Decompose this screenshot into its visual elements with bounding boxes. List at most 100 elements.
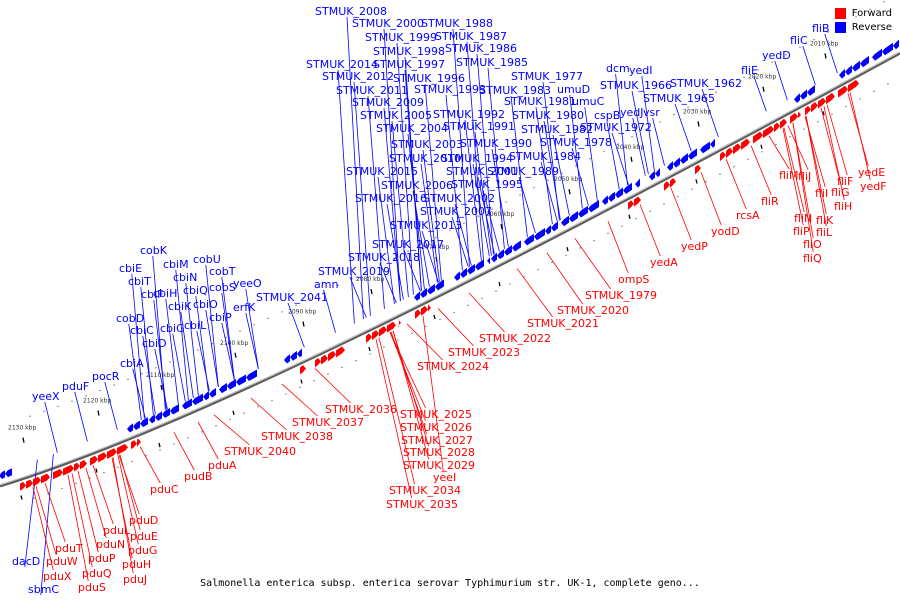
- gene-label-cbim: cbiM: [163, 258, 189, 271]
- scale-dot: [519, 194, 521, 196]
- kbp-label: 2020 kbp: [748, 74, 776, 81]
- gene-label-stmuk-1991: STMUK_1991: [443, 120, 515, 133]
- leader-line: [552, 134, 570, 216]
- scale-dot: [141, 373, 143, 375]
- kbp-tick: [824, 53, 827, 59]
- gene-label-stmuk-2018: STMUK_2018: [348, 251, 420, 264]
- leader-line: [487, 67, 505, 249]
- kbp-label: 2120 kbp: [83, 398, 111, 405]
- reverse-gene: [290, 350, 297, 361]
- reverse-gene: [588, 200, 599, 213]
- gene-label-stmuk-2008: STMUK_2008: [315, 5, 387, 18]
- leader-line: [35, 486, 57, 556]
- kbp-tick: [97, 410, 100, 416]
- reverse-gene: [170, 404, 179, 415]
- forward-gene: [798, 111, 801, 120]
- scale-dot: [705, 181, 707, 183]
- gene-label-stmuk-2029: STMUK_2029: [403, 459, 475, 472]
- leader-line: [571, 147, 589, 206]
- reverse-gene: [700, 141, 710, 154]
- leader-line: [535, 106, 553, 225]
- forward-gene: [741, 138, 750, 150]
- leader-line: [383, 107, 401, 302]
- gene-label-flie: fliE: [741, 64, 758, 77]
- gene-label-yeeo: yeeO: [233, 277, 262, 290]
- gene-label-stmuk-1977: STMUK_1977: [511, 70, 583, 83]
- scale-dot: [551, 261, 553, 264]
- leader-line: [205, 309, 219, 387]
- reverse-gene: [133, 420, 140, 430]
- scale-dot: [873, 90, 875, 93]
- reverse-gene: [487, 256, 490, 265]
- scale-dot: [99, 389, 101, 392]
- gene-label-stmuk-1998: STMUK_1998: [373, 45, 445, 58]
- gene-label-umuc: umuC: [572, 95, 605, 108]
- gene-label-stmuk-2020: STMUK_2020: [557, 304, 629, 317]
- forward-gene: [628, 200, 634, 210]
- gene-label-stmuk-1986: STMUK_1986: [445, 42, 517, 55]
- scale-dot: [855, 16, 857, 18]
- scale-dot: [673, 113, 675, 116]
- scale-dot: [173, 443, 175, 445]
- leader-line: [165, 298, 179, 405]
- leader-line: [67, 474, 89, 582]
- reverse-gene: [524, 233, 534, 246]
- reverse-gene: [623, 182, 632, 194]
- scale-dot: [383, 346, 385, 348]
- leader-line: [584, 106, 598, 201]
- scale-dot: [117, 466, 119, 468]
- gene-label-yeei: yeeI: [433, 471, 456, 484]
- scale-dot: [407, 250, 409, 253]
- gene-label-stmuk-2038: STMUK_2038: [261, 430, 333, 443]
- leader-line: [750, 145, 772, 196]
- scale-dot: [225, 336, 227, 339]
- gene-label-cbid: cbiD: [142, 337, 167, 350]
- leader-line: [787, 125, 809, 171]
- scale-dot: [505, 201, 507, 203]
- scale-dot: [257, 406, 259, 408]
- reverse-gene: [491, 252, 497, 263]
- leader-line: [639, 204, 661, 257]
- gene-label-stmuk-2010: STMUK_2010: [389, 152, 461, 165]
- reverse-gene: [460, 267, 467, 278]
- gene-label-cbil: cbiL: [184, 319, 207, 332]
- gene-label-yedd: yedD: [762, 49, 791, 62]
- reverse-gene: [246, 369, 257, 382]
- scale-dot: [453, 311, 455, 314]
- scale-dot: [579, 247, 581, 249]
- gene-label-cbih: cbiH: [153, 287, 177, 300]
- scale-dot: [565, 254, 567, 256]
- gene-label-stmuk-2009: STMUK_2009: [352, 96, 424, 109]
- forward-gene: [695, 164, 701, 175]
- gene-label-stmuk-1999: STMUK_1999: [365, 31, 437, 44]
- inner-tick: [498, 281, 501, 287]
- forward-gene: [131, 440, 137, 450]
- leader-line: [250, 397, 287, 431]
- forward-gene: [117, 443, 128, 455]
- reverse-gene: [680, 153, 688, 164]
- leader-line: [314, 368, 351, 404]
- forward-gene: [733, 143, 741, 155]
- gene-label-stmuk-1994: STMUK_1994: [441, 152, 513, 165]
- scale-dot: [771, 61, 773, 63]
- gene-label-pduw: pduW: [46, 555, 78, 568]
- leader-line: [180, 311, 194, 398]
- leader-line: [424, 83, 442, 281]
- leader-line: [386, 203, 404, 300]
- gene-label-stmuk-2026: STMUK_2026: [400, 421, 472, 434]
- gene-label-yeda: yedA: [650, 256, 678, 269]
- gene-label-stmuk-2013: STMUK_2013: [390, 219, 462, 232]
- leader-line: [44, 401, 58, 453]
- leader-line: [774, 60, 788, 101]
- reverse-gene: [155, 411, 162, 421]
- scale-dot: [607, 232, 609, 235]
- gene-label-pdun: pduN: [96, 538, 125, 551]
- reverse-gene: [561, 215, 569, 227]
- gene-label-stmuk-2003: STMUK_2003: [391, 138, 463, 151]
- gene-label-stmuk-1987: STMUK_1987: [435, 30, 507, 43]
- scale-dot: [201, 431, 203, 433]
- scale-dot: [281, 311, 283, 313]
- inner-tick: [760, 144, 763, 149]
